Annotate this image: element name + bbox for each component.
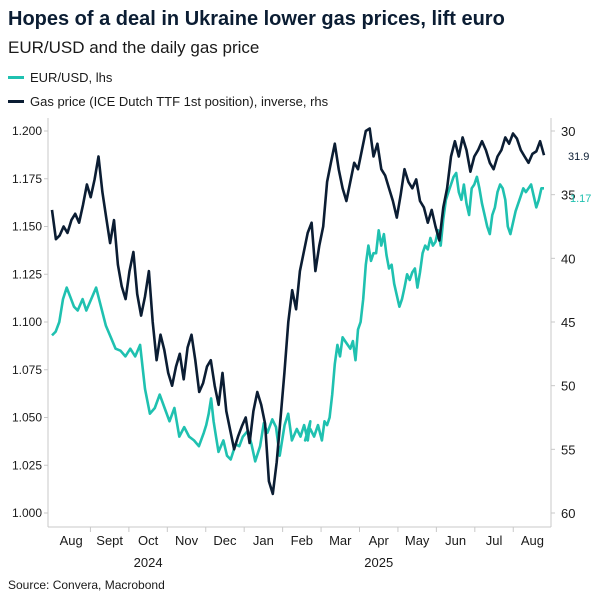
left-tick-label: 1.125 bbox=[12, 267, 42, 281]
x-tick-label: Mar bbox=[329, 533, 352, 548]
legend-label-gas: Gas price (ICE Dutch TTF 1st position), … bbox=[30, 94, 329, 109]
series-line-gas bbox=[50, 127, 546, 496]
x-year-label: 2025 bbox=[364, 555, 393, 570]
left-tick-label: 1.050 bbox=[12, 411, 42, 425]
x-tick-label: Nov bbox=[175, 533, 199, 548]
left-tick-label: 1.200 bbox=[12, 124, 42, 138]
end-label-gas: 31.9 bbox=[568, 151, 589, 163]
legend-item-eurusd: EUR/USD, lhs bbox=[8, 70, 112, 85]
legend-swatch-gas bbox=[8, 100, 24, 103]
legend-item-gas: Gas price (ICE Dutch TTF 1st position), … bbox=[8, 94, 328, 109]
x-tick-label: Dec bbox=[213, 533, 237, 548]
right-tick-label: 30 bbox=[561, 124, 575, 139]
legend-swatch-eurusd bbox=[8, 76, 24, 79]
left-tick-label: 1.150 bbox=[12, 220, 42, 234]
left-tick-label: 1.000 bbox=[12, 506, 42, 520]
x-tick-label: Jun bbox=[445, 533, 466, 548]
x-tick-label: Sept bbox=[96, 533, 123, 548]
series-line-eurusd bbox=[51, 171, 544, 463]
end-label-eurusd: 1.17 bbox=[570, 193, 591, 205]
x-tick-label: Jan bbox=[253, 533, 274, 548]
right-tick-label: 40 bbox=[561, 251, 575, 266]
right-tick-label: 50 bbox=[561, 379, 575, 394]
left-tick-label: 1.100 bbox=[12, 315, 42, 329]
x-tick-label: Aug bbox=[521, 533, 544, 548]
left-tick-label: 1.075 bbox=[12, 363, 42, 377]
right-tick-label: 35 bbox=[561, 188, 575, 203]
chart-subtitle: EUR/USD and the daily gas price bbox=[8, 38, 260, 57]
left-tick-label: 1.025 bbox=[12, 458, 42, 472]
right-tick-label: 45 bbox=[561, 315, 575, 330]
x-tick-label: Aug bbox=[60, 533, 83, 548]
right-tick-label: 60 bbox=[561, 506, 575, 521]
legend-label-eurusd: EUR/USD, lhs bbox=[30, 70, 113, 85]
x-tick-label: Feb bbox=[291, 533, 313, 548]
right-tick-label: 55 bbox=[561, 442, 575, 457]
left-tick-label: 1.175 bbox=[12, 172, 42, 186]
x-tick-label: Oct bbox=[138, 533, 159, 548]
source-note: Source: Convera, Macrobond bbox=[8, 578, 165, 592]
x-tick-label: May bbox=[405, 533, 430, 548]
x-tick-label: Apr bbox=[369, 533, 390, 548]
chart-title: Hopes of a deal in Ukraine lower gas pri… bbox=[8, 8, 505, 30]
x-year-label: 2024 bbox=[134, 555, 163, 570]
x-tick-label: Jul bbox=[486, 533, 503, 548]
